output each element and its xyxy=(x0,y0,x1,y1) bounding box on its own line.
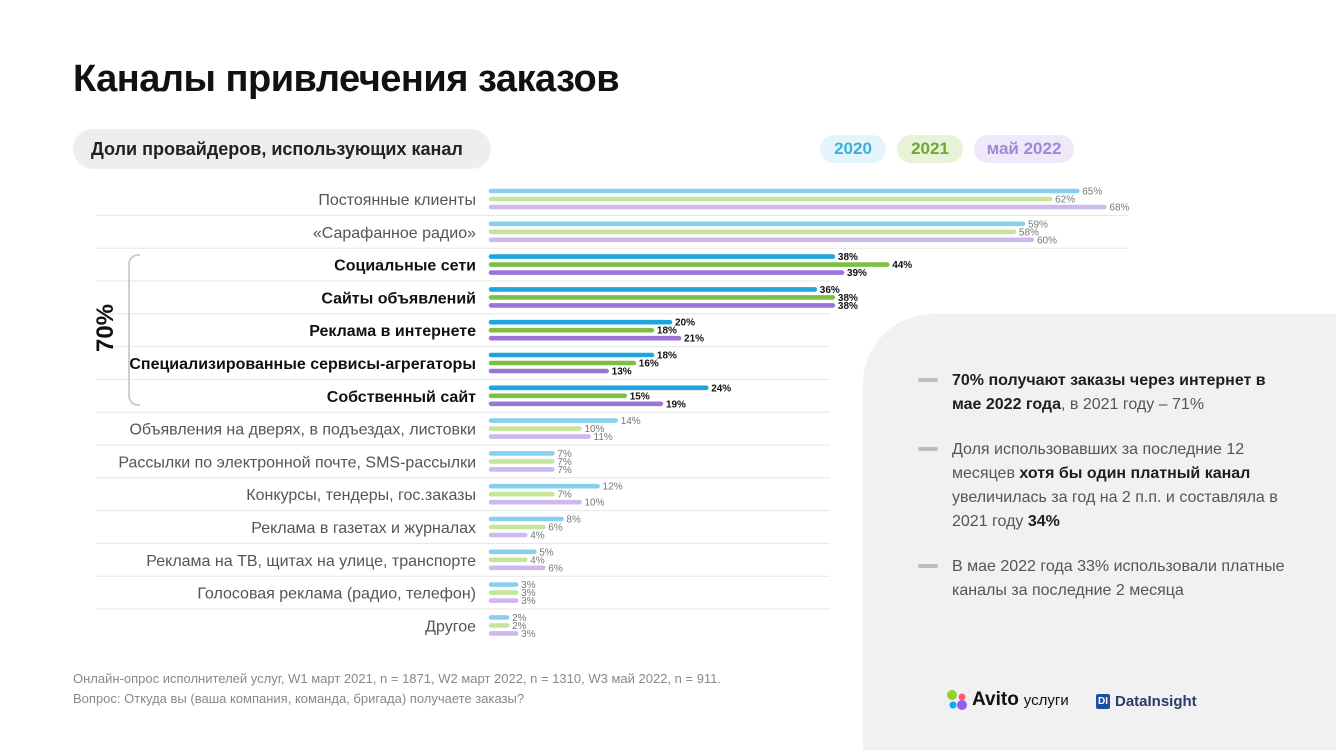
note-bullet xyxy=(918,378,938,382)
value-label: 2% xyxy=(512,621,527,632)
note-bullet xyxy=(918,447,938,451)
footnote-survey: Онлайн-опрос исполнителей услуг, W1 март… xyxy=(73,671,722,686)
value-label: 6% xyxy=(548,523,563,534)
value-label: 15% xyxy=(630,391,650,402)
value-label: 2% xyxy=(512,613,527,624)
value-label: 38% xyxy=(838,293,858,304)
value-label: 7% xyxy=(557,490,572,501)
category-label: Голосовая реклама (радио, телефон) xyxy=(197,586,476,603)
datainsight-logo: DI DataInsight xyxy=(1096,690,1197,712)
category-label: Постоянные клиенты xyxy=(318,192,476,209)
legend-2020: 2020 xyxy=(820,135,886,163)
value-label: 18% xyxy=(657,351,677,362)
category-label: Реклама на ТВ, щитах на улице, транспорт… xyxy=(146,553,476,570)
category-label: Рассылки по электронной почте, SMS-рассы… xyxy=(118,454,476,471)
note-paid-recent: В мае 2022 года 33% использовали платные… xyxy=(952,558,1285,599)
value-label: 4% xyxy=(530,555,545,566)
value-label: 16% xyxy=(639,359,659,370)
category-label: Объявления на дверях, в подъездах, листо… xyxy=(129,422,476,439)
value-label: 62% xyxy=(1055,195,1075,206)
avito-logo: Avito услуги xyxy=(946,688,1069,712)
notes-panel xyxy=(863,314,1336,750)
datainsight-wordmark: DataInsight xyxy=(1115,692,1197,710)
value-label: 11% xyxy=(594,432,613,443)
value-label: 68% xyxy=(1109,203,1129,214)
value-label: 4% xyxy=(530,531,545,542)
note-bullet xyxy=(918,564,938,568)
value-label: 3% xyxy=(521,596,536,607)
value-label: 7% xyxy=(557,457,572,468)
category-label: Специализированные сервисы-агрегаторы xyxy=(129,356,476,373)
value-label: 10% xyxy=(585,498,605,509)
value-label: 6% xyxy=(548,563,563,574)
value-label: 24% xyxy=(711,383,731,394)
value-label: 7% xyxy=(557,465,572,476)
value-label: 44% xyxy=(892,260,912,271)
footnote-question: Вопрос: Откуда вы (ваша компания, команд… xyxy=(73,691,525,706)
value-label: 13% xyxy=(612,367,632,378)
category-label: Реклама в газетах и журналах xyxy=(251,520,476,537)
legend-may-2022: май 2022 xyxy=(974,135,1074,163)
value-label: 7% xyxy=(557,449,572,460)
value-label: 3% xyxy=(521,629,536,640)
legend-2021: 2021 xyxy=(897,135,963,163)
value-label: 36% xyxy=(820,285,840,296)
value-label: 8% xyxy=(566,515,581,526)
internet-share-label: 70% xyxy=(92,303,119,353)
value-label: 38% xyxy=(838,252,858,263)
value-label: 21% xyxy=(684,334,704,345)
value-label: 39% xyxy=(847,268,867,279)
value-label: 59% xyxy=(1028,219,1048,230)
note-paid-channel: Доля использовавших за последние 12 меся… xyxy=(952,441,1278,530)
category-label: «Сарафанное радио» xyxy=(313,225,476,242)
value-label: 60% xyxy=(1037,235,1057,246)
avito-wordmark: Avito xyxy=(972,689,1019,710)
note-internet-share: 70% получают заказы через интернет в мае… xyxy=(952,372,1266,413)
category-label: Другое xyxy=(425,618,476,635)
avito-dots-icon xyxy=(947,690,967,710)
value-label: 18% xyxy=(657,326,677,337)
category-label: Конкурсы, тендеры, гос.заказы xyxy=(246,487,476,504)
value-label: 20% xyxy=(675,318,695,329)
chart-subtitle: Доли провайдеров, использующих канал xyxy=(73,129,491,169)
avito-services-wordmark: услуги xyxy=(1023,691,1069,709)
value-label: 14% xyxy=(621,416,641,427)
value-label: 19% xyxy=(666,399,686,410)
value-label: 5% xyxy=(539,547,554,558)
category-label: Реклама в интернете xyxy=(309,323,476,340)
value-label: 58% xyxy=(1019,227,1039,238)
datainsight-mark-icon: DI xyxy=(1096,693,1110,709)
page-title: Каналы привлечения заказов xyxy=(73,58,620,100)
internet-channels-bracket xyxy=(128,254,140,406)
value-label: 3% xyxy=(521,580,536,591)
category-label: Сайты объявлений xyxy=(321,290,476,307)
category-label: Социальные сети xyxy=(334,258,476,275)
value-label: 12% xyxy=(603,482,623,493)
category-label: Собственный сайт xyxy=(327,389,476,406)
value-label: 38% xyxy=(838,301,858,312)
value-label: 10% xyxy=(585,424,605,435)
value-label: 3% xyxy=(521,588,536,599)
value-label: 65% xyxy=(1082,187,1102,198)
